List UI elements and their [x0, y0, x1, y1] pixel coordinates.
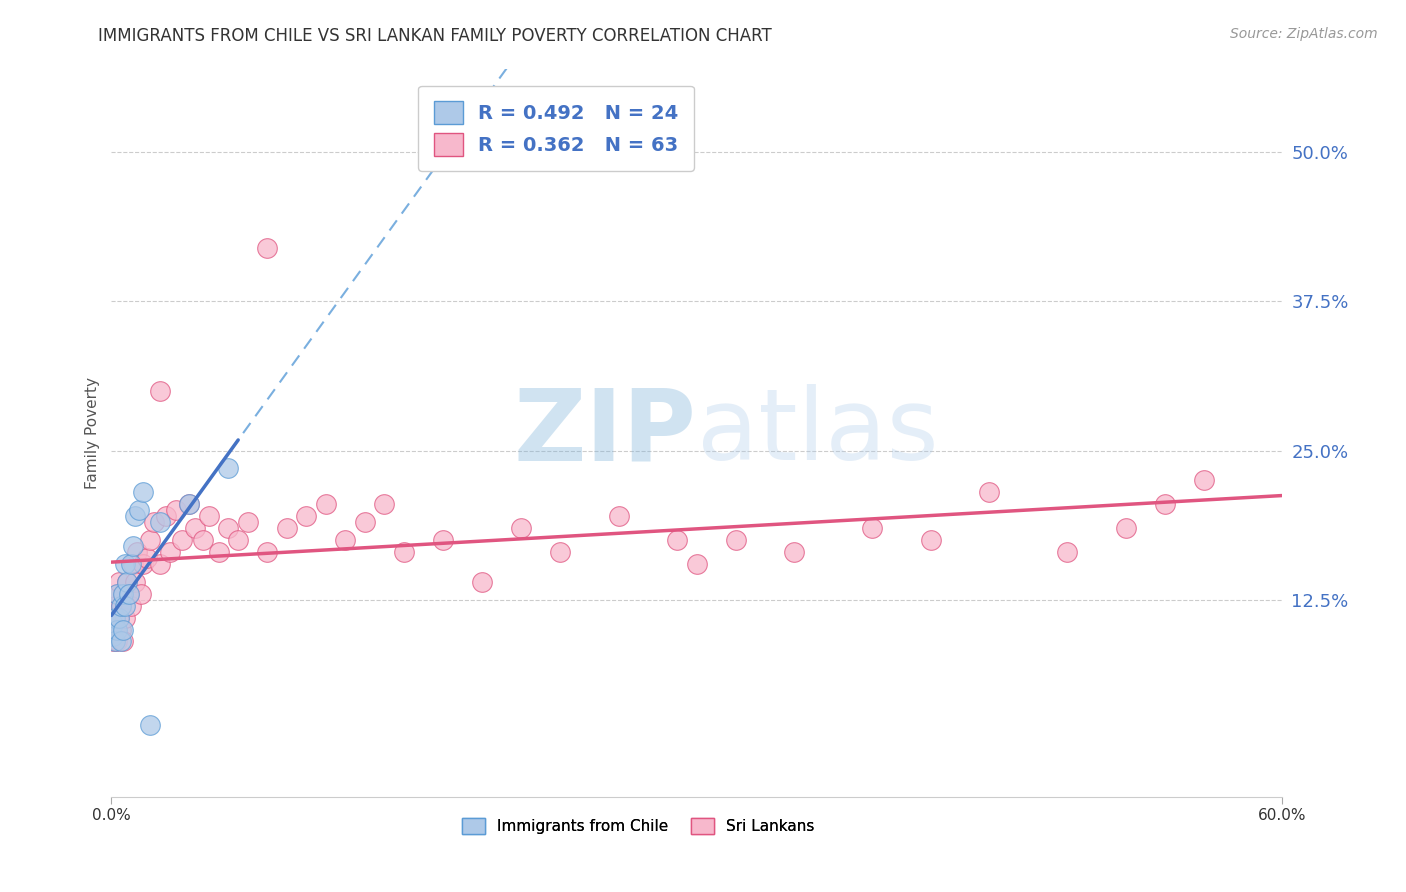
- Point: [315, 497, 337, 511]
- Point: [118, 587, 141, 601]
- Point: [115, 574, 138, 589]
- Point: [179, 497, 201, 511]
- Point: [256, 545, 278, 559]
- Point: [198, 509, 221, 524]
- Point: [129, 587, 152, 601]
- Point: [114, 599, 136, 613]
- Point: [256, 241, 278, 255]
- Point: [110, 599, 132, 613]
- Point: [510, 521, 533, 535]
- Point: [103, 628, 125, 642]
- Point: [607, 509, 630, 524]
- Point: [184, 521, 207, 535]
- Y-axis label: Family Poverty: Family Poverty: [86, 376, 100, 489]
- Point: [392, 545, 415, 559]
- Point: [114, 610, 136, 624]
- Point: [121, 539, 143, 553]
- Point: [149, 384, 172, 398]
- Point: [120, 599, 142, 613]
- Point: [110, 634, 132, 648]
- Point: [170, 533, 193, 547]
- Point: [131, 557, 153, 571]
- Point: [208, 545, 231, 559]
- Point: [724, 533, 747, 547]
- Point: [104, 599, 127, 613]
- Point: [114, 557, 136, 571]
- Point: [354, 515, 377, 529]
- Point: [103, 634, 125, 648]
- Point: [179, 497, 201, 511]
- Point: [131, 485, 153, 500]
- Point: [125, 545, 148, 559]
- Point: [373, 497, 395, 511]
- Point: [548, 545, 571, 559]
- Point: [217, 521, 239, 535]
- Point: [112, 587, 135, 601]
- Point: [110, 623, 132, 637]
- Point: [105, 587, 128, 601]
- Point: [110, 599, 132, 613]
- Point: [108, 610, 131, 624]
- Text: ZIP: ZIP: [513, 384, 696, 481]
- Point: [155, 509, 177, 524]
- Point: [105, 634, 128, 648]
- Point: [471, 574, 494, 589]
- Point: [1115, 521, 1137, 535]
- Point: [165, 503, 187, 517]
- Point: [128, 503, 150, 517]
- Point: [295, 509, 318, 524]
- Point: [191, 533, 214, 547]
- Point: [135, 550, 157, 565]
- Point: [139, 718, 162, 732]
- Point: [226, 533, 249, 547]
- Point: [217, 461, 239, 475]
- Point: [149, 557, 172, 571]
- Point: [979, 485, 1001, 500]
- Point: [105, 623, 128, 637]
- Point: [1153, 497, 1175, 511]
- Point: [920, 533, 942, 547]
- Point: [104, 623, 127, 637]
- Point: [120, 557, 142, 571]
- Point: [121, 557, 143, 571]
- Text: atlas: atlas: [696, 384, 938, 481]
- Point: [108, 574, 131, 589]
- Point: [115, 574, 138, 589]
- Point: [860, 521, 883, 535]
- Legend: Immigrants from Chile, Sri Lankans: Immigrants from Chile, Sri Lankans: [456, 812, 821, 840]
- Point: [118, 587, 141, 601]
- Point: [103, 610, 125, 624]
- Point: [149, 515, 172, 529]
- Point: [112, 623, 135, 637]
- Text: IMMIGRANTS FROM CHILE VS SRI LANKAN FAMILY POVERTY CORRELATION CHART: IMMIGRANTS FROM CHILE VS SRI LANKAN FAMI…: [98, 27, 772, 45]
- Point: [1056, 545, 1078, 559]
- Point: [112, 587, 135, 601]
- Point: [124, 509, 146, 524]
- Point: [236, 515, 259, 529]
- Point: [666, 533, 689, 547]
- Point: [159, 545, 181, 559]
- Point: [104, 634, 127, 648]
- Point: [432, 533, 454, 547]
- Point: [112, 634, 135, 648]
- Point: [783, 545, 806, 559]
- Point: [1192, 474, 1215, 488]
- Point: [143, 515, 166, 529]
- Point: [108, 610, 131, 624]
- Point: [105, 587, 128, 601]
- Point: [685, 557, 707, 571]
- Point: [124, 574, 146, 589]
- Point: [276, 521, 298, 535]
- Point: [103, 616, 125, 631]
- Point: [104, 610, 127, 624]
- Point: [335, 533, 357, 547]
- Point: [139, 533, 162, 547]
- Text: Source: ZipAtlas.com: Source: ZipAtlas.com: [1230, 27, 1378, 41]
